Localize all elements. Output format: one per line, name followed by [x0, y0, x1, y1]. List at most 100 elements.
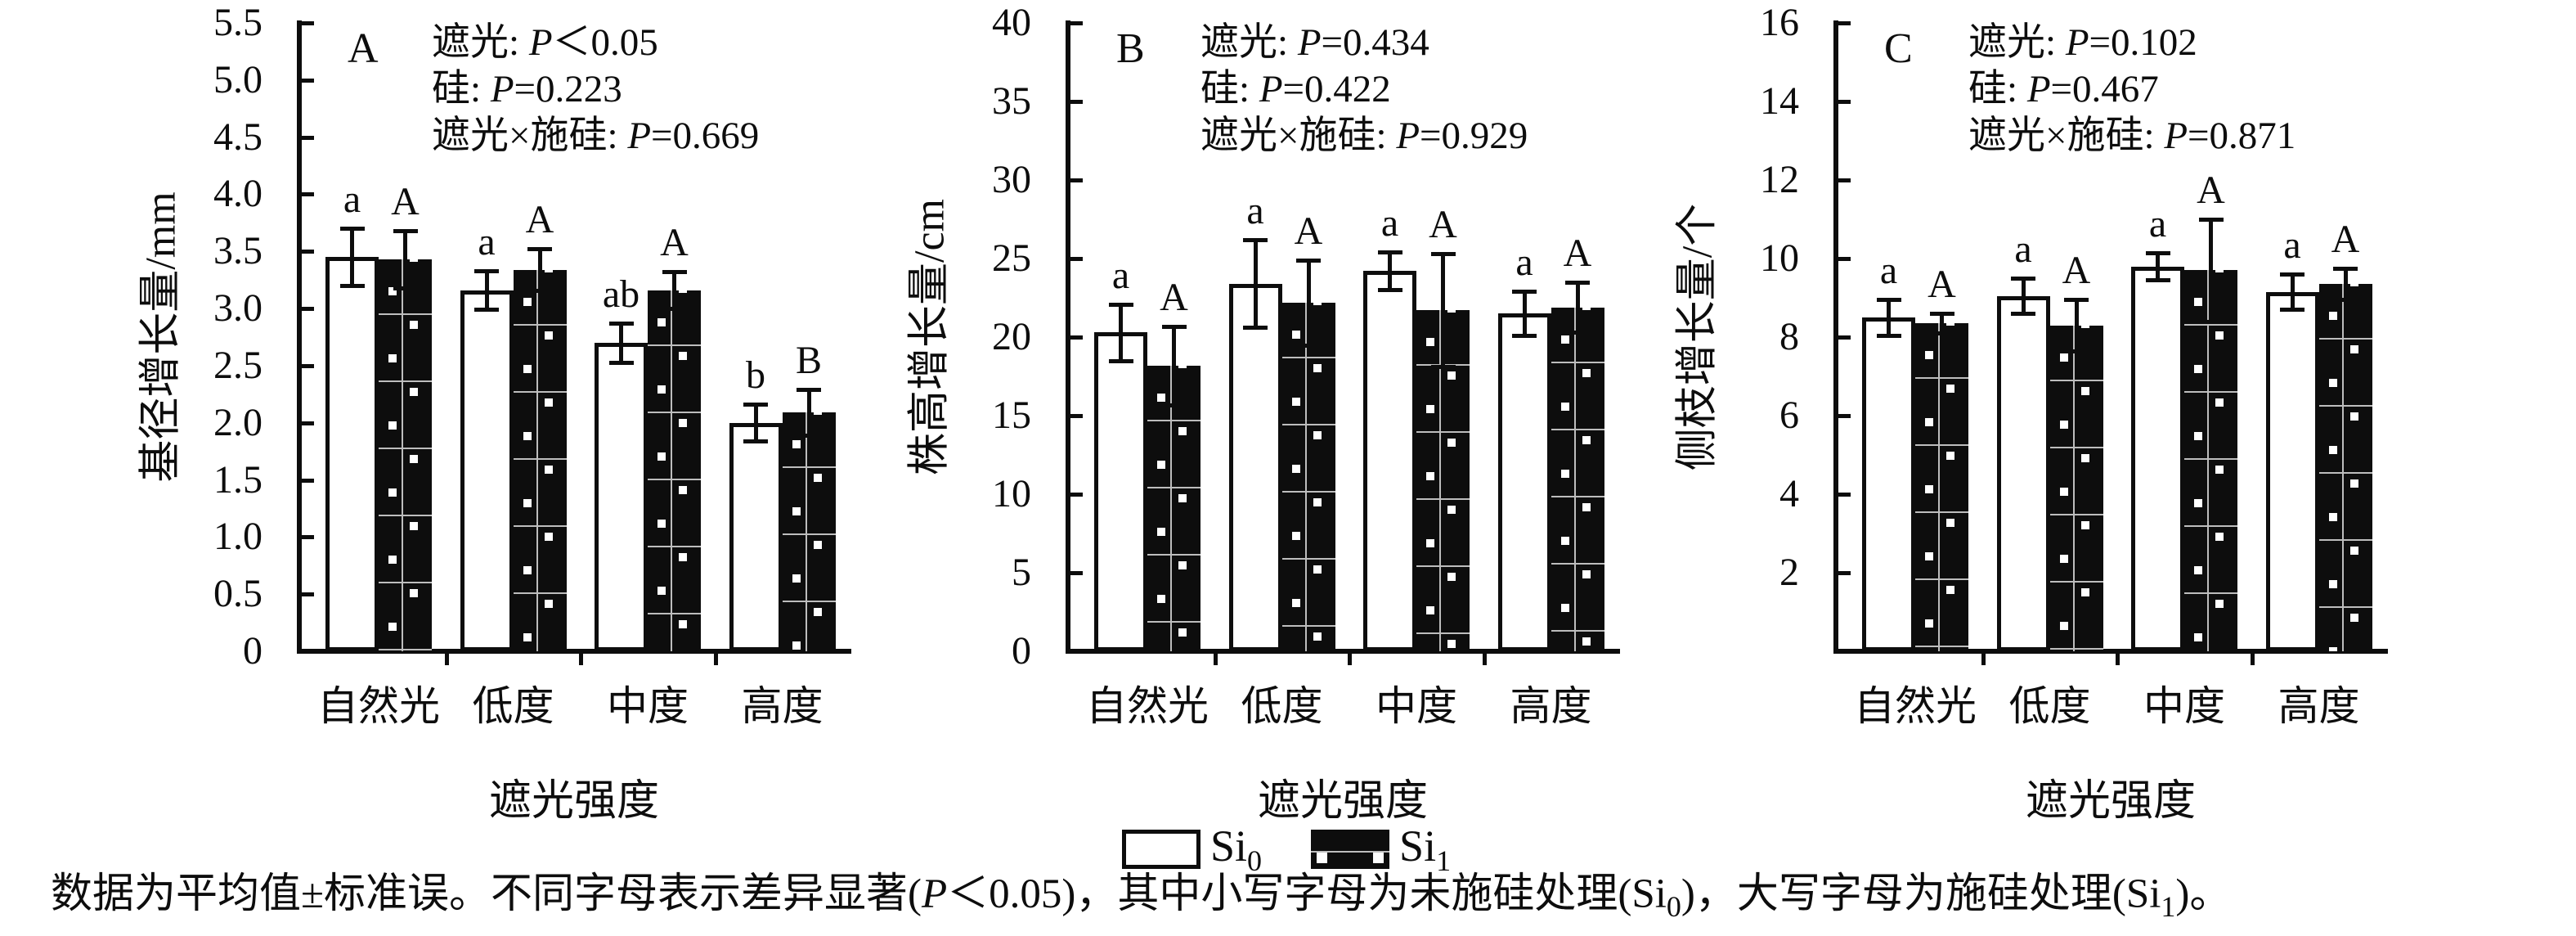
error-bar-B: [1575, 281, 1580, 333]
legend-item-si0: Si0: [1122, 821, 1262, 878]
error-bar-A: [753, 404, 758, 442]
error-bar-A: [350, 228, 354, 286]
error-cap-bottom-A: [474, 308, 499, 313]
error-cap-bottom-B: [1377, 288, 1402, 293]
stats-line-A-3: 遮光×施硅: P=0.669: [432, 113, 759, 160]
x-axis-title-B: 遮光强度: [1257, 778, 1428, 825]
y-tick-label-C: 2: [1779, 551, 1799, 594]
y-tick-C: [1838, 335, 1851, 340]
stats-text: P: [1259, 68, 1283, 110]
stats-line-C-1: 遮光: P=0.102: [1968, 20, 2197, 66]
error-cap-top-A: [797, 388, 821, 393]
y-tick-C: [1838, 571, 1851, 575]
error-cap-top-B: [1512, 290, 1537, 295]
stats-text: P: [490, 68, 514, 110]
y-tick-label-C: 14: [1760, 79, 1799, 123]
sig-letter-C: a: [2283, 223, 2301, 268]
error-bar-C: [2021, 278, 2026, 314]
error-cap-top-B: [1296, 258, 1321, 263]
bar-si1-B1: [1147, 365, 1200, 651]
y-tick-label-B: 35: [992, 79, 1031, 123]
error-cap-top-B: [1565, 280, 1590, 285]
sig-letter-B: a: [1380, 201, 1399, 245]
stats-text: =0.467: [2050, 68, 2159, 110]
legend-swatch-si0: [1122, 829, 1200, 869]
y-axis-title-B: 株高增长量/cm: [906, 199, 954, 475]
error-cap-top-B: [1243, 237, 1268, 242]
error-cap-bottom-C: [1929, 331, 1954, 336]
y-tick-label-B: 5: [1012, 551, 1031, 594]
x-category-label-B: 低度: [1241, 683, 1323, 729]
sig-letter-C: A: [1928, 263, 1956, 307]
y-tick-C: [1838, 178, 1851, 182]
error-cap-top-A: [393, 229, 418, 234]
stats-text: P: [2164, 115, 2188, 157]
sig-letter-A: A: [525, 198, 554, 242]
x-category-label-A: 低度: [472, 683, 554, 729]
y-tick-label-A: 4.0: [213, 172, 263, 216]
y-tick-label-A: 5.5: [213, 1, 263, 44]
error-cap-bottom-B: [1565, 331, 1590, 335]
sig-letter-A: a: [343, 178, 361, 222]
y-tick-B: [1070, 178, 1083, 182]
stats-text: =0.422: [1282, 68, 1391, 110]
sig-letter-B: a: [1111, 253, 1130, 297]
caption-seg1: 数据为平均值±标准误。不同字母表示差异显著(: [51, 871, 922, 917]
bar-si0-C3: [2131, 266, 2184, 651]
y-tick-label-C: 4: [1779, 472, 1799, 515]
x-category-label-C: 高度: [2278, 683, 2360, 729]
panel-letter-B: B: [1116, 25, 1145, 72]
x-tick-C: [2250, 654, 2255, 665]
y-tick-label-C: 10: [1760, 236, 1799, 280]
y-tick-label-B: 15: [992, 394, 1031, 437]
error-cap-top-C: [2198, 218, 2224, 222]
error-cap-top-A: [743, 403, 768, 407]
y-tick-B: [1070, 493, 1083, 497]
x-category-label-A: 自然光: [317, 683, 440, 729]
x-tick-B: [1213, 654, 1218, 665]
y-tick-label-A: 1.0: [213, 515, 263, 559]
error-cap-bottom-A: [797, 434, 821, 439]
stats-text: =0.669: [651, 115, 760, 157]
bar-si0-B3: [1363, 271, 1416, 651]
bar-si1-A1: [379, 259, 432, 651]
legend-label-si1-sub: 1: [1436, 844, 1452, 877]
stats-text: 遮光:: [432, 21, 529, 64]
error-bar-C: [2343, 268, 2348, 300]
legend-label-si0-text: Si: [1210, 821, 1248, 871]
error-cap-top-B: [1430, 252, 1456, 257]
error-cap-bottom-A: [339, 284, 365, 289]
error-cap-top-A: [608, 322, 634, 326]
bar-si0-C1: [1862, 317, 1915, 651]
caption-sub0: 0: [1666, 890, 1681, 924]
error-cap-top-C: [1876, 298, 1901, 303]
error-bar-A: [619, 323, 623, 362]
error-cap-top-C: [2145, 250, 2170, 255]
sig-letter-B: A: [1429, 203, 1457, 247]
stats-text: P: [2026, 68, 2051, 110]
stats-text: P: [2065, 21, 2089, 64]
sig-letter-A: a: [478, 220, 496, 263]
error-cap-bottom-C: [2064, 349, 2089, 353]
error-bar-B: [1306, 259, 1311, 345]
y-tick-label-A: 3.5: [213, 229, 263, 273]
y-tick-C: [1838, 257, 1851, 261]
x-category-label-B: 高度: [1510, 683, 1592, 729]
x-tick-C: [2116, 654, 2120, 665]
stats-text: 遮光×施硅:: [1200, 115, 1397, 157]
y-tick-B: [1070, 21, 1083, 25]
y-axis-B: [1066, 20, 1070, 654]
error-cap-top-A: [662, 270, 687, 275]
error-bar-C: [1887, 299, 1891, 335]
sig-letter-C: A: [2197, 169, 2225, 212]
error-cap-top-C: [1929, 312, 1954, 317]
x-category-label-C: 中度: [2143, 683, 2225, 729]
bar-si0-A3: [595, 342, 648, 651]
stats-line-A-2: 硅: P=0.223: [432, 66, 622, 113]
error-cap-bottom-B: [1108, 358, 1133, 363]
x-category-label-A: 中度: [607, 683, 689, 729]
bar-si1-A4: [782, 412, 836, 651]
bar-si1-B4: [1551, 307, 1604, 651]
error-cap-bottom-B: [1430, 365, 1456, 370]
